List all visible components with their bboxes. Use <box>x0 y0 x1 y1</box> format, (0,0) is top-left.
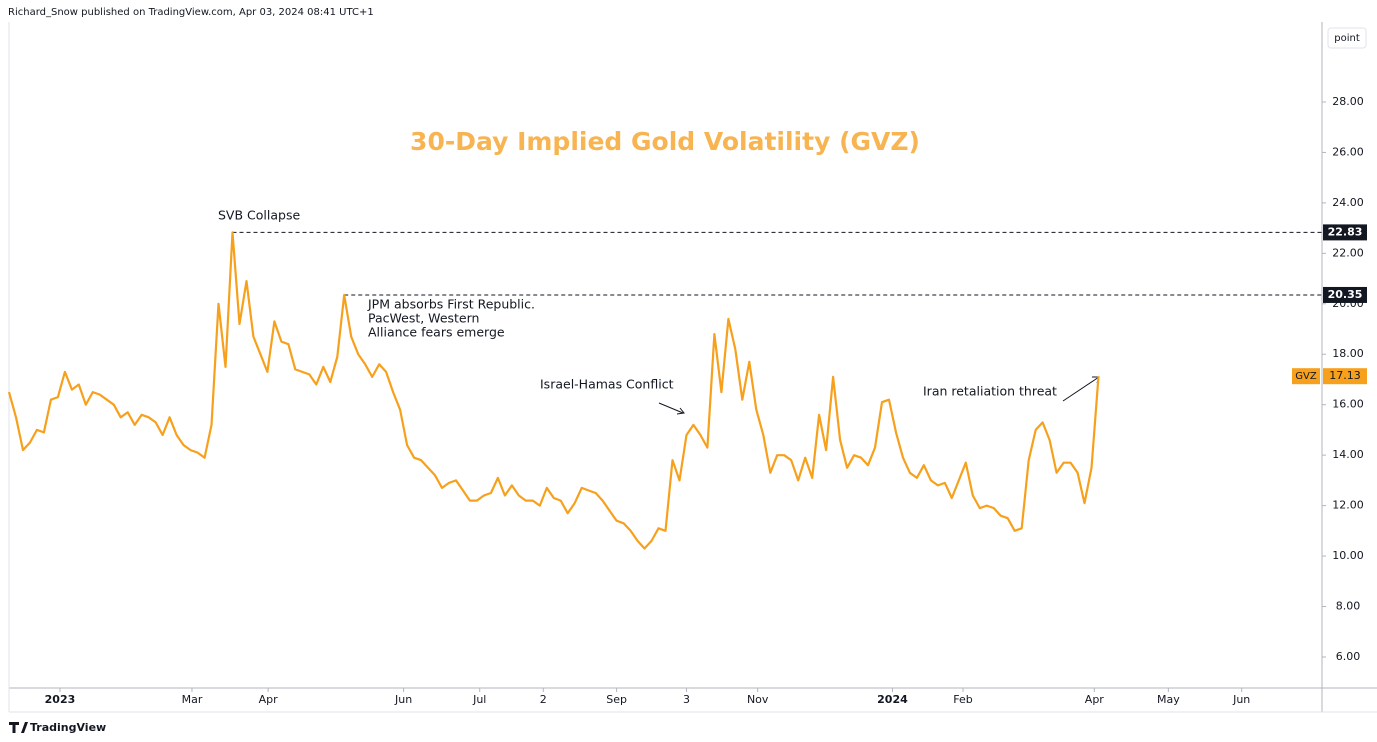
x-tick-label: 2023 <box>45 693 76 706</box>
annotation: Iran retaliation threat <box>923 384 1057 399</box>
series-name: GVZ <box>1295 371 1317 382</box>
arrow <box>658 402 684 414</box>
scale-button-label[interactable]: point <box>1334 33 1360 44</box>
scale-button[interactable] <box>1327 27 1367 49</box>
y-tick-label: 16.00 <box>1332 398 1364 411</box>
y-tick-label: 28.00 <box>1332 95 1364 108</box>
x-tick-label: Apr <box>259 693 279 706</box>
y-tick-label: 18.00 <box>1332 347 1364 360</box>
annotation: Alliance fears emerge <box>368 325 505 340</box>
x-tick-label: 2024 <box>877 693 908 706</box>
series-name-tag <box>1292 368 1320 385</box>
x-tick-label: Mar <box>182 693 203 706</box>
level-tag <box>1323 286 1367 303</box>
y-tick-label: 24.00 <box>1332 196 1364 209</box>
level-label: 20.35 <box>1328 288 1363 301</box>
x-tick-label: 2 <box>540 693 547 706</box>
x-tick-label: Apr <box>1085 693 1105 706</box>
x-tick-label: May <box>1157 693 1180 706</box>
arrow-head <box>676 407 685 415</box>
y-tick-label: 14.00 <box>1332 448 1364 461</box>
annotation: PacWest, Western <box>368 311 479 326</box>
x-tick-label: Sep <box>606 693 627 706</box>
y-tick-label: 26.00 <box>1332 145 1364 158</box>
annotation: JPM absorbs First Republic. <box>367 297 535 312</box>
level-label: 22.83 <box>1328 225 1363 238</box>
footer: TradingView <box>30 721 106 734</box>
last-value-label: 17.13 <box>1329 369 1361 382</box>
x-tick-label: Jul <box>472 693 486 706</box>
annotation: Israel-Hamas Conflict <box>540 377 674 392</box>
x-tick-label: Feb <box>953 693 972 706</box>
x-tick-label: 3 <box>683 693 690 706</box>
x-tick-label: Jun <box>1232 693 1250 706</box>
y-tick-label: 10.00 <box>1332 549 1364 562</box>
logo <box>9 722 28 733</box>
y-tick-label: 6.00 <box>1336 650 1361 663</box>
y-tick-label: 12.00 <box>1332 499 1364 512</box>
annotation: SVB Collapse <box>218 208 300 223</box>
y-tick-label: 22.00 <box>1332 246 1364 259</box>
series-line <box>7 231 1100 550</box>
last-value-tag <box>1323 368 1367 385</box>
x-tick-label: Jun <box>394 693 412 706</box>
chart-title: 30-Day Implied Gold Volatility (GVZ) <box>410 127 920 156</box>
arrow <box>1062 376 1100 402</box>
x-tick-label: Nov <box>747 693 769 706</box>
level-tag <box>1323 224 1367 241</box>
header: Richard_Snow published on TradingView.co… <box>8 7 374 18</box>
y-tick-label: 8.00 <box>1336 600 1361 613</box>
